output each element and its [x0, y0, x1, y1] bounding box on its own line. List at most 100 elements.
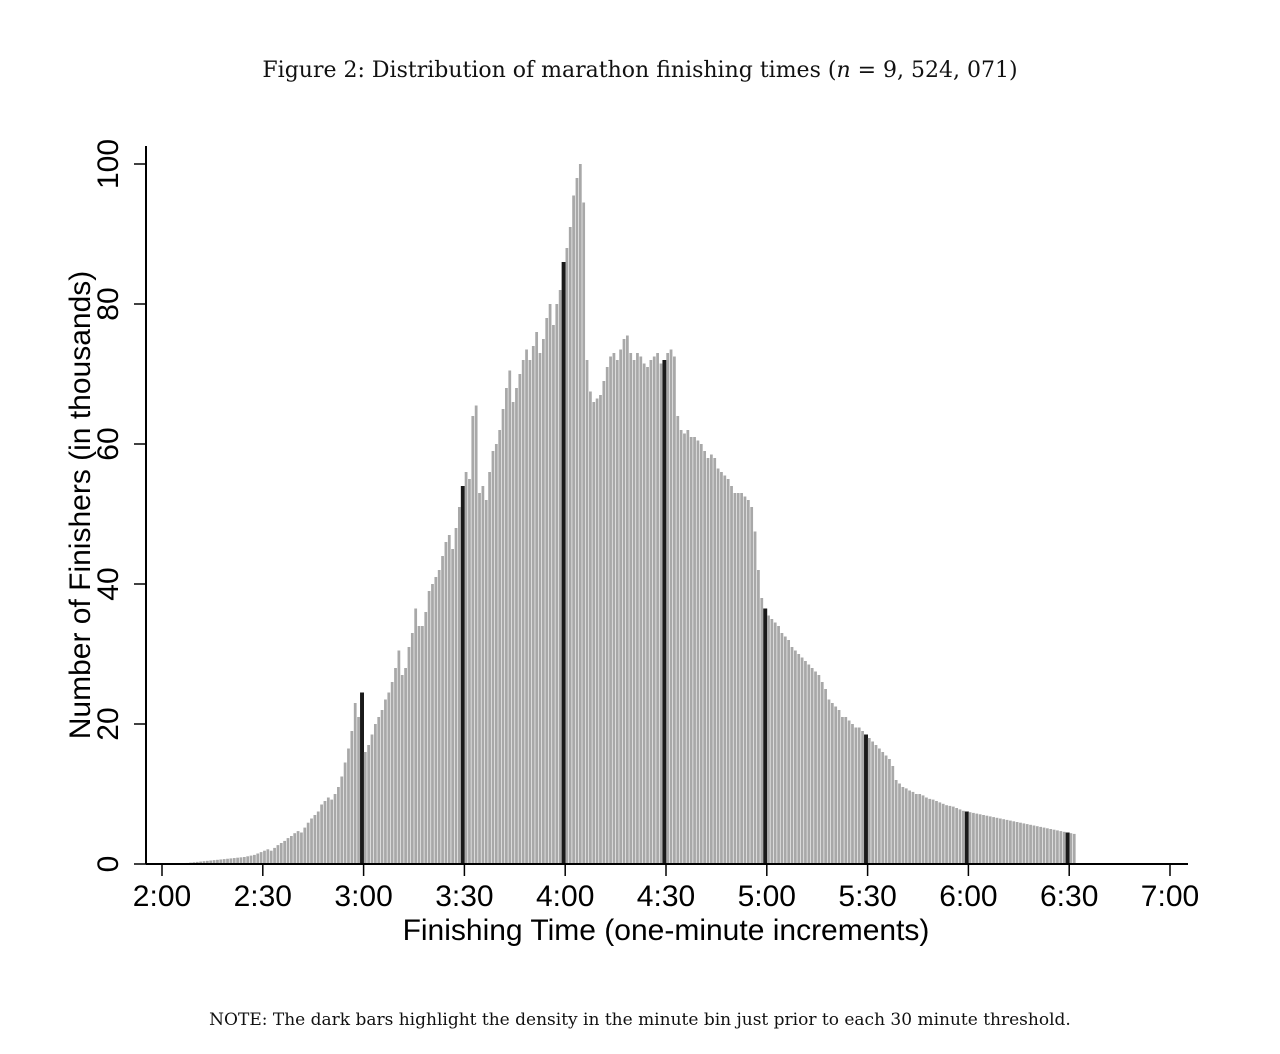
histogram-bar — [1052, 829, 1056, 864]
histogram-bar — [884, 755, 888, 864]
histogram-bar — [437, 570, 441, 864]
histogram-bar — [935, 801, 938, 864]
histogram-bar — [481, 486, 485, 864]
x-tick-label: 5:30 — [838, 880, 896, 913]
bars-group — [162, 164, 1076, 864]
x-tick-label: 4:30 — [637, 880, 695, 913]
highlight-bar — [662, 360, 667, 864]
histogram-bar — [642, 363, 646, 864]
histogram-bar — [575, 178, 579, 864]
histogram-bar — [451, 549, 455, 864]
x-tick-label: 5:00 — [738, 880, 796, 913]
histogram-bar — [353, 703, 357, 864]
histogram-bar — [367, 745, 371, 864]
histogram-bar — [646, 367, 649, 864]
histogram-bar — [249, 855, 253, 864]
histogram-bar — [844, 717, 848, 864]
histogram-bar — [807, 664, 811, 864]
histogram-bar — [246, 856, 250, 864]
histogram-bar — [236, 857, 239, 864]
histogram-bar — [649, 360, 653, 864]
histogram-bar — [1015, 822, 1019, 864]
x-tick-label: 7:00 — [1141, 880, 1199, 913]
histogram-bar — [854, 727, 858, 864]
histogram-bar — [998, 818, 1002, 864]
histogram-bar — [968, 812, 972, 864]
histogram-bar — [531, 346, 535, 864]
histogram-bar — [1035, 826, 1039, 864]
y-tick-label: 60 — [92, 427, 125, 460]
histogram-bar — [961, 810, 965, 864]
histogram-bar — [1022, 823, 1026, 864]
histogram-bar — [565, 248, 569, 864]
histogram-bar — [948, 805, 952, 864]
histogram-bar — [528, 360, 532, 864]
histogram-bar — [313, 815, 317, 864]
histogram-bar — [925, 797, 928, 864]
histogram-bar — [474, 405, 478, 864]
histogram-bar — [851, 724, 854, 864]
histogram-bar — [679, 430, 683, 864]
histogram-bar — [988, 816, 992, 864]
histogram-bar — [525, 349, 528, 864]
histogram-bar — [720, 472, 723, 864]
histogram-bar — [555, 304, 559, 864]
figure-title-math: n — [836, 58, 851, 83]
histogram-bar — [333, 794, 337, 864]
histogram-bar — [216, 859, 219, 864]
histogram-bar — [578, 164, 582, 864]
histogram-bar — [202, 861, 206, 864]
figure-title: Figure 2: Distribution of marathon finis… — [0, 58, 1280, 83]
histogram-bar — [693, 437, 696, 864]
histogram-bar — [380, 710, 384, 864]
histogram-bar — [790, 647, 794, 864]
histogram-bar — [286, 838, 290, 864]
histogram-bar — [1072, 833, 1076, 864]
histogram-bar — [541, 339, 545, 864]
histogram-bar — [773, 622, 777, 864]
histogram-bar — [877, 748, 881, 864]
histogram-bar — [498, 430, 502, 864]
figure-title-prefix: Figure 2: Distribution of marathon finis… — [262, 58, 837, 83]
histogram-bar — [377, 717, 381, 864]
y-ticks-group: 0 20 40 60 80 100 — [92, 139, 146, 872]
histogram-bar — [931, 799, 935, 864]
histogram-bar — [491, 451, 495, 864]
histogram-bar — [363, 752, 367, 864]
histogram-bar — [636, 353, 639, 864]
histogram-bar — [656, 353, 659, 864]
histogram-bar — [730, 486, 733, 864]
histogram-bar — [370, 734, 374, 864]
x-ticks-group: 2:00 2:30 3:00 3:30 4:00 4:30 5:00 5:30 6:00 6:30… — [133, 864, 1199, 913]
histogram-bar — [753, 531, 757, 864]
histogram-bar — [716, 468, 720, 864]
histogram-bar — [471, 416, 475, 864]
histogram-bar — [1025, 824, 1029, 864]
histogram-bar — [222, 859, 226, 864]
histogram-bar — [1045, 828, 1049, 864]
histogram-bar — [726, 479, 730, 864]
histogram-bar — [427, 591, 431, 864]
histogram-bar — [814, 671, 817, 864]
y-tick-label: 0 — [92, 856, 125, 873]
histogram-bar — [736, 493, 740, 864]
histogram-bar — [444, 542, 448, 864]
histogram-bar — [538, 353, 542, 864]
histogram-bar — [787, 640, 791, 864]
histogram-bar — [746, 500, 750, 864]
histogram-bar — [938, 802, 942, 864]
histogram-bar — [874, 745, 878, 864]
histogram-bar — [589, 391, 592, 864]
histogram-bar — [384, 699, 387, 864]
histogram-bar — [847, 720, 851, 864]
histogram-bar — [830, 703, 834, 864]
histogram-bar — [545, 318, 549, 864]
x-tick-label: 2:00 — [133, 880, 191, 913]
histogram-bar — [780, 633, 784, 864]
y-tick-label: 80 — [92, 287, 125, 320]
histogram-bar — [1032, 825, 1036, 864]
histogram-bar — [404, 668, 407, 864]
histogram-bar — [511, 402, 515, 864]
histogram-bar — [955, 808, 959, 864]
